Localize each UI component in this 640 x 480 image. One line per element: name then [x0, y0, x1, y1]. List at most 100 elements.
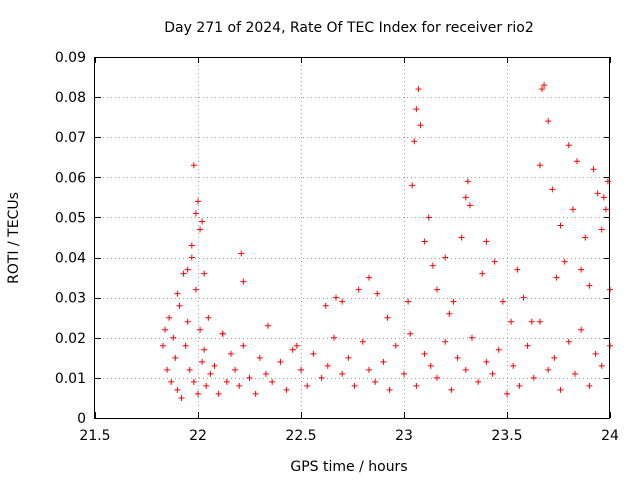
data-point: [351, 382, 358, 389]
data-point: [176, 302, 183, 309]
data-point: [429, 262, 436, 269]
data-point: [594, 190, 601, 197]
data-point: [574, 158, 581, 165]
data-point: [310, 350, 317, 357]
data-point: [475, 378, 482, 385]
data-point: [491, 258, 498, 265]
data-point: [174, 386, 181, 393]
data-point: [598, 226, 605, 233]
y-tick-label: 0.04: [55, 251, 86, 267]
data-point: [483, 358, 490, 365]
data-point: [355, 286, 362, 293]
x-tick-label: 23.5: [491, 428, 522, 444]
data-point: [192, 286, 199, 293]
data-point: [464, 178, 471, 185]
data-point: [433, 286, 440, 293]
data-point: [304, 382, 311, 389]
data-point: [262, 370, 269, 377]
data-point: [586, 282, 593, 289]
data-point: [324, 362, 331, 369]
data-point: [536, 162, 543, 169]
data-point: [541, 82, 548, 89]
data-point: [246, 374, 253, 381]
data-point: [365, 274, 372, 281]
data-point: [195, 390, 201, 397]
data-point: [479, 270, 486, 277]
data-point: [293, 342, 300, 349]
data-point: [578, 266, 585, 273]
data-point: [345, 354, 352, 361]
data-point: [178, 394, 185, 401]
data-point: [203, 382, 210, 389]
data-point: [277, 358, 284, 365]
data-point: [232, 366, 239, 373]
y-tick-label: 0.07: [55, 130, 86, 146]
data-point: [590, 166, 597, 173]
data-point: [468, 334, 475, 341]
data-point: [411, 138, 418, 145]
data-point: [405, 298, 412, 305]
data-point: [598, 362, 605, 369]
data-point: [298, 366, 304, 373]
data-point: [201, 346, 208, 353]
data-point: [192, 210, 199, 217]
data-point: [586, 382, 593, 389]
data-point: [462, 194, 469, 201]
data-point: [499, 298, 506, 305]
data-point: [458, 234, 465, 241]
chart-title: Day 271 of 2024, Rate Of TEC Index for r…: [164, 20, 534, 36]
data-point: [386, 386, 393, 393]
data-point: [514, 266, 521, 273]
y-tick-label: 0: [77, 411, 86, 427]
axis-ticks: [95, 57, 611, 419]
data-point: [188, 242, 195, 249]
data-point: [565, 338, 572, 345]
data-point: [339, 370, 346, 377]
data-point: [495, 346, 502, 353]
data-point: [425, 214, 432, 221]
y-axis-label: ROTI / TECUs: [6, 192, 22, 284]
y-tick-label: 0.08: [55, 90, 86, 106]
data-point: [164, 366, 171, 373]
data-point: [401, 370, 407, 377]
data-point: [236, 382, 243, 389]
data-point: [372, 378, 379, 385]
data-point: [215, 390, 222, 397]
data-point: [238, 250, 245, 257]
data-point: [516, 382, 523, 389]
data-point: [384, 314, 391, 321]
data-point: [557, 222, 564, 229]
data-point: [602, 206, 609, 213]
data-point: [256, 354, 263, 361]
data-point: [442, 338, 449, 345]
data-point: [571, 370, 578, 377]
data-point: [433, 374, 440, 381]
data-point: [339, 298, 346, 305]
data-points: [159, 82, 613, 401]
y-tick-label: 0.01: [55, 371, 86, 387]
x-tick-labels: 21.5 22 22.5 23 23.5 24: [79, 428, 619, 444]
data-point: [168, 378, 175, 385]
data-point: [508, 318, 515, 325]
data-point: [197, 226, 204, 233]
data-point: [413, 106, 420, 113]
data-point: [524, 342, 531, 349]
data-point: [409, 182, 416, 189]
data-point: [551, 354, 558, 361]
data-point: [223, 378, 230, 385]
data-point: [427, 362, 434, 369]
x-tick-label: 24: [601, 428, 619, 444]
data-point: [265, 322, 272, 329]
data-point: [359, 338, 366, 345]
data-point: [539, 86, 546, 93]
data-point: [211, 362, 218, 369]
data-point: [553, 274, 560, 281]
data-point: [219, 330, 226, 337]
data-point: [592, 350, 599, 357]
data-point: [186, 366, 193, 373]
data-point: [557, 386, 564, 393]
data-point: [188, 254, 195, 261]
data-point: [520, 294, 527, 301]
plot-frame: [94, 57, 610, 419]
